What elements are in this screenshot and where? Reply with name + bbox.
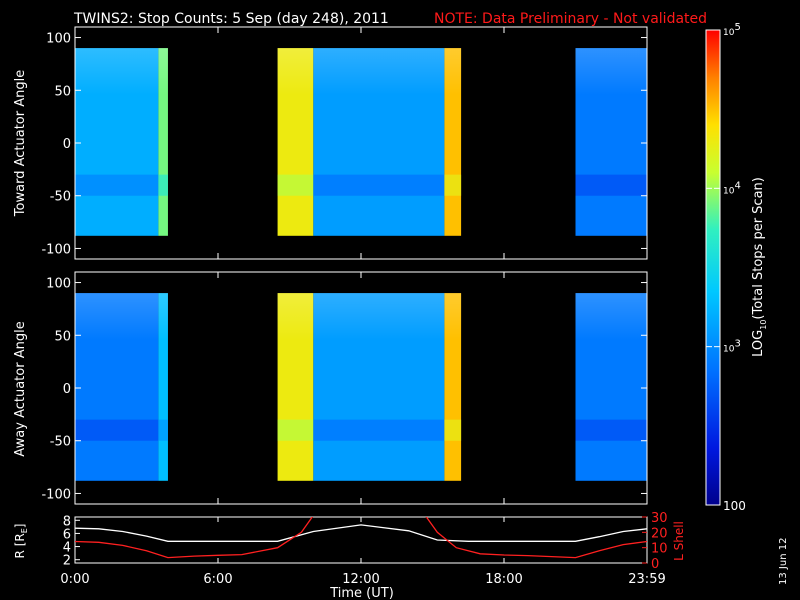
y-tick-label: -50	[50, 190, 71, 205]
heatmap-band-highlight	[444, 48, 462, 96]
chart-title: TWINS2: Stop Counts: 5 Sep (day 248), 20…	[73, 11, 389, 27]
heatmap-band-highlight	[277, 293, 314, 341]
heatmap-band-highlight	[158, 48, 168, 96]
y-tick-right-label: 20	[651, 526, 668, 541]
y-tick-label: -100	[41, 242, 71, 257]
heatmap-band-highlight	[313, 48, 445, 96]
heatmap-band-shade	[313, 174, 445, 196]
y-tick-label: 100	[46, 32, 71, 47]
colorbar-tick-label: 100	[723, 499, 746, 513]
time-xlabel: Time (UT)	[329, 586, 394, 600]
heatmap-band-shade	[75, 174, 159, 196]
heatmap-band-highlight	[444, 293, 462, 341]
y-tick-label: 50	[54, 84, 71, 99]
heatmap-band-highlight	[158, 293, 168, 341]
toward-ylabel: Toward Actuator Angle	[13, 70, 28, 217]
away-ylabel: Away Actuator Angle	[13, 321, 28, 456]
heatmap-band-shade	[158, 419, 168, 441]
colorbar-gradient	[705, 29, 721, 506]
x-tick-label: 6:00	[203, 572, 232, 587]
heatmap-band-shade	[575, 419, 647, 441]
y-tick-right-label: 10	[651, 542, 668, 557]
y-tick-label: 50	[54, 329, 71, 344]
x-tick-label: 12:00	[342, 572, 379, 587]
y-tick-left-label: 8	[63, 514, 71, 529]
heatmap-band-shade	[277, 174, 314, 196]
colorbar-tick-label: 105	[723, 22, 741, 38]
y-tick-left-label: 6	[63, 527, 71, 542]
colorbar: 105 104 103 100	[705, 22, 746, 513]
radius-line	[75, 524, 647, 542]
heatmap-band-shade	[444, 419, 462, 441]
y-tick-right-label: 30	[651, 511, 668, 526]
away-heatmap-panel: 100 50 0 -50 -100	[41, 271, 648, 505]
heatmap-band-shade	[75, 419, 159, 441]
heatmap-band-shade	[444, 174, 462, 196]
x-tick-label: 18:00	[485, 572, 522, 587]
lshell-line	[75, 517, 314, 559]
colorbar-label: LOG10(Total Stops per Scan)	[751, 177, 768, 357]
heatmap-band-highlight	[313, 293, 445, 341]
generation-date: 13 Jun 12	[778, 538, 789, 585]
heatmap-band-highlight	[575, 293, 647, 341]
heatmap-band-shade	[158, 174, 168, 196]
lshell-line	[425, 517, 647, 559]
lshell-ylabel: L Shell	[672, 521, 686, 561]
y-tick-label: 0	[63, 137, 71, 152]
heatmap-band-shade	[313, 419, 445, 441]
heatmap-band	[158, 293, 168, 481]
y-tick-left-label: 4	[63, 541, 71, 556]
heatmap-band-shade	[277, 419, 314, 441]
chart-note: NOTE: Data Preliminary - Not validated	[434, 11, 707, 27]
y-tick-label: -100	[41, 487, 71, 502]
heatmap-band	[158, 48, 168, 236]
y-tick-label: 100	[46, 277, 71, 292]
heatmap-band-highlight	[277, 48, 314, 96]
toward-heatmap-panel: 100 50 0 -50 -100	[41, 26, 648, 260]
heatmap-band-shade	[575, 174, 647, 196]
heatmap-band-highlight	[75, 293, 159, 341]
heatmap-band-highlight	[75, 48, 159, 96]
y-tick-label: -50	[50, 435, 71, 450]
colorbar-tick-label: 103	[723, 339, 741, 355]
x-tick-label: 23:59	[628, 572, 665, 587]
y-tick-right-label: 0	[651, 557, 659, 572]
y-tick-left-label: 2	[63, 554, 71, 569]
y-tick-label: 0	[63, 382, 71, 397]
x-tick-label: 0:00	[60, 572, 89, 587]
time-axis: 0:00 6:00 12:00 18:00 23:59	[60, 572, 665, 587]
radius-ylabel: R [RE]	[13, 524, 29, 559]
colorbar-tick-label: 104	[723, 180, 741, 196]
heatmap-band-highlight	[575, 48, 647, 96]
